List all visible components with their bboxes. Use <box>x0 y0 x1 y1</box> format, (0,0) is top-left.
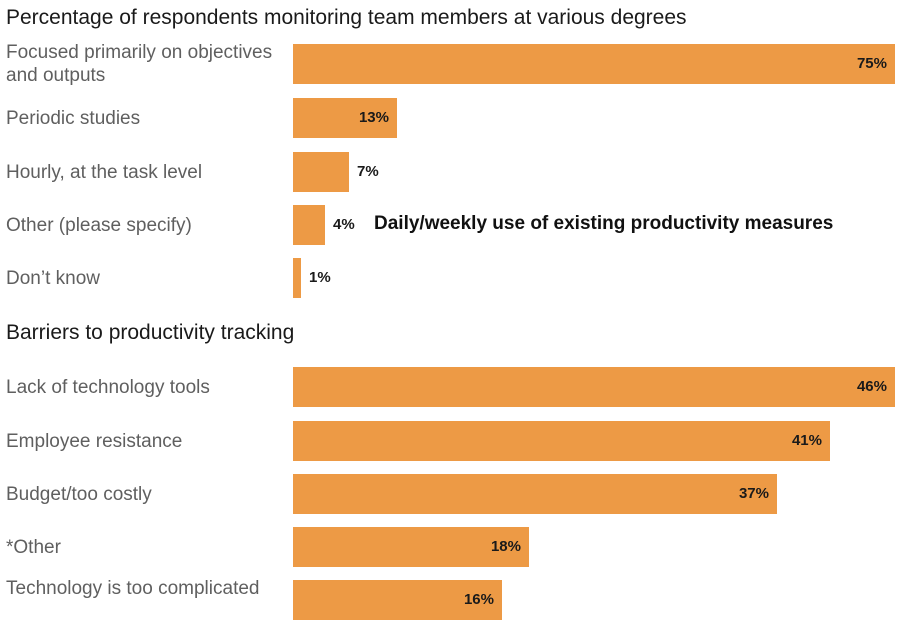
data-label: 18% <box>490 538 521 555</box>
category-label: Focused primarily on objectives and outp… <box>6 42 273 86</box>
bar <box>293 580 502 620</box>
bar <box>293 474 777 514</box>
bar <box>293 258 301 298</box>
bar <box>293 367 895 407</box>
category-label: Hourly, at the task level <box>6 161 203 183</box>
data-label: 1% <box>309 269 331 286</box>
category-label: Lack of technology tools <box>6 376 210 398</box>
data-label: 16% <box>463 591 494 608</box>
bar <box>293 421 830 461</box>
data-label: 37% <box>738 485 769 502</box>
bar <box>293 44 895 84</box>
data-label: 13% <box>358 109 389 126</box>
data-label: 75% <box>856 55 887 72</box>
bar <box>293 527 529 567</box>
category-label: Budget/too costly <box>6 483 152 505</box>
data-label: 46% <box>856 378 887 395</box>
bar <box>293 98 397 138</box>
chart-1-title: Percentage of respondents monitoring tea… <box>6 6 687 29</box>
bar-annotation: Daily/weekly use of existing productivit… <box>374 213 834 234</box>
category-label: Other (please specify) <box>6 214 192 236</box>
bar <box>293 205 325 245</box>
category-label: Employee resistance <box>6 430 183 452</box>
data-label: 4% <box>333 216 355 233</box>
data-label: 7% <box>357 163 379 180</box>
category-label: Technology is too complicated <box>6 578 260 599</box>
data-label: 41% <box>791 432 822 449</box>
category-label: Don’t know <box>6 267 100 289</box>
category-label: *Other <box>6 536 61 558</box>
bar <box>293 152 349 192</box>
chart-2-title: Barriers to productivity tracking <box>6 321 295 344</box>
category-label: Periodic studies <box>6 107 141 129</box>
